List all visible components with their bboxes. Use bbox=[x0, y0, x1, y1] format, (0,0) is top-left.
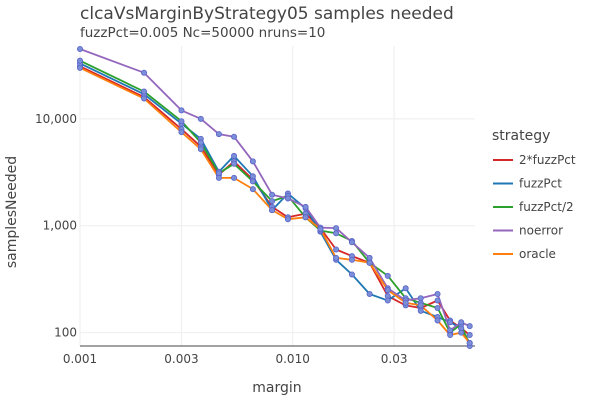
data-point bbox=[284, 195, 291, 202]
data-point bbox=[458, 319, 465, 326]
y-tick-label: 10,000 bbox=[35, 112, 77, 126]
data-point bbox=[231, 133, 238, 140]
data-point bbox=[249, 173, 256, 180]
data-point bbox=[77, 57, 84, 64]
data-point bbox=[333, 254, 340, 261]
grid bbox=[79, 46, 475, 347]
y-tick-label: 1,000 bbox=[43, 219, 77, 233]
legend-title: strategy bbox=[492, 128, 550, 144]
data-point bbox=[466, 332, 473, 339]
x-tick-label: 0.003 bbox=[164, 352, 198, 366]
data-point bbox=[384, 272, 391, 279]
data-point bbox=[269, 207, 276, 214]
legend: strategy 2*fuzzPct fuzzPct fuzzPct/2 noerro… bbox=[492, 128, 576, 261]
data-point bbox=[333, 230, 340, 237]
data-point bbox=[302, 214, 309, 221]
data-point bbox=[434, 290, 441, 297]
data-point bbox=[197, 139, 204, 146]
tick-labels: 0.001 0.003 0.010 0.03 100 1,000 10,000 bbox=[35, 112, 407, 366]
data-point bbox=[417, 302, 424, 309]
data-point bbox=[302, 203, 309, 210]
data-point bbox=[178, 107, 185, 114]
data-point bbox=[402, 285, 409, 292]
data-point bbox=[141, 88, 148, 95]
data-point bbox=[249, 186, 256, 193]
data-point bbox=[434, 305, 441, 312]
data-point bbox=[348, 271, 355, 278]
x-tick-label: 0.03 bbox=[381, 352, 408, 366]
data-point bbox=[458, 329, 465, 336]
data-point bbox=[417, 295, 424, 302]
chart-subtitle: fuzzPct=0.005 Nc=50000 nruns=10 bbox=[80, 25, 325, 41]
data-point bbox=[384, 287, 391, 294]
data-point bbox=[269, 198, 276, 205]
series-line bbox=[79, 62, 471, 344]
data-point bbox=[231, 174, 238, 181]
data-point bbox=[348, 256, 355, 263]
data-point bbox=[197, 146, 204, 153]
x-tick-label: 0.001 bbox=[63, 352, 97, 366]
data-point bbox=[231, 152, 238, 159]
data-point bbox=[402, 299, 409, 306]
data-point bbox=[178, 129, 185, 136]
data-point bbox=[384, 297, 391, 304]
chart-title: clcaVsMarginByStrategy05 samples needed bbox=[80, 4, 454, 24]
series-line bbox=[79, 66, 471, 344]
y-axis-title: samplesNeeded bbox=[4, 156, 20, 268]
data-point bbox=[197, 115, 204, 122]
data-point bbox=[366, 259, 373, 266]
data-point bbox=[178, 118, 185, 125]
data-point bbox=[215, 131, 222, 138]
data-point bbox=[417, 307, 424, 314]
legend-label[interactable]: oracle bbox=[519, 247, 556, 261]
data-point bbox=[77, 45, 84, 52]
data-point bbox=[231, 160, 238, 167]
data-point bbox=[348, 239, 355, 246]
data-point bbox=[249, 178, 256, 185]
x-axis-title: margin bbox=[252, 380, 301, 396]
data-point bbox=[141, 69, 148, 76]
data-point bbox=[77, 64, 84, 71]
x-tick-label: 0.010 bbox=[275, 352, 309, 366]
data-point bbox=[366, 254, 373, 261]
data-point bbox=[269, 191, 276, 198]
data-point bbox=[333, 246, 340, 253]
data-point bbox=[434, 297, 441, 304]
data-point bbox=[434, 317, 441, 324]
data-point bbox=[466, 323, 473, 330]
data-point bbox=[447, 319, 454, 326]
legend-label[interactable]: fuzzPct bbox=[519, 177, 562, 191]
data-point bbox=[366, 290, 373, 297]
data-point bbox=[284, 216, 291, 223]
data-point bbox=[466, 340, 473, 347]
legend-label[interactable]: 2*fuzzPct bbox=[519, 153, 576, 167]
data-point bbox=[215, 174, 222, 181]
data-point bbox=[141, 95, 148, 102]
plot-area bbox=[77, 45, 473, 349]
legend-label[interactable]: noerror bbox=[519, 224, 563, 238]
legend-label[interactable]: fuzzPct/2 bbox=[519, 200, 574, 214]
y-tick-label: 100 bbox=[54, 326, 77, 340]
data-point bbox=[249, 158, 256, 165]
data-point bbox=[317, 226, 324, 233]
data-point bbox=[447, 332, 454, 339]
data-point bbox=[333, 225, 340, 232]
